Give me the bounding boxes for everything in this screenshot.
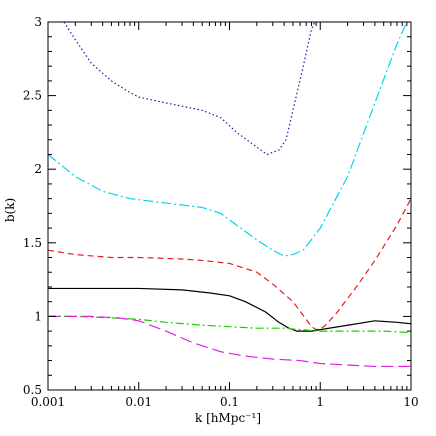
y-tick-label: 1 <box>34 309 42 323</box>
y-tick-label: 2 <box>34 162 42 176</box>
series-line-3 <box>48 198 411 331</box>
series-line-4 <box>48 287 411 332</box>
x-tick-label: 10 <box>403 395 418 409</box>
y-tick-label: 1.5 <box>23 236 42 250</box>
series-layer <box>48 22 411 368</box>
y-tick-label: 3 <box>34 15 42 29</box>
series-line-6 <box>48 315 411 368</box>
axes-layer: 0.001 0.01 0.1 1 10 0.5 1 1.5 2 2.5 3 <box>23 15 419 409</box>
y-axis-title: b(k) <box>3 198 17 222</box>
x-tick-label: 0.1 <box>220 395 239 409</box>
x-tick-label: 1 <box>316 395 324 409</box>
y-tick-label: 0.5 <box>23 383 42 397</box>
x-tick-label: 0.001 <box>31 395 65 409</box>
series-line-5 <box>48 315 411 334</box>
y-tick-label: 2.5 <box>23 89 42 103</box>
x-axis-title: k [hMpc⁻¹] <box>195 411 261 425</box>
series-line-2 <box>48 22 408 257</box>
x-tick-label: 0.01 <box>125 395 152 409</box>
plot-frame <box>47 21 412 391</box>
series-line-1 <box>63 22 316 156</box>
